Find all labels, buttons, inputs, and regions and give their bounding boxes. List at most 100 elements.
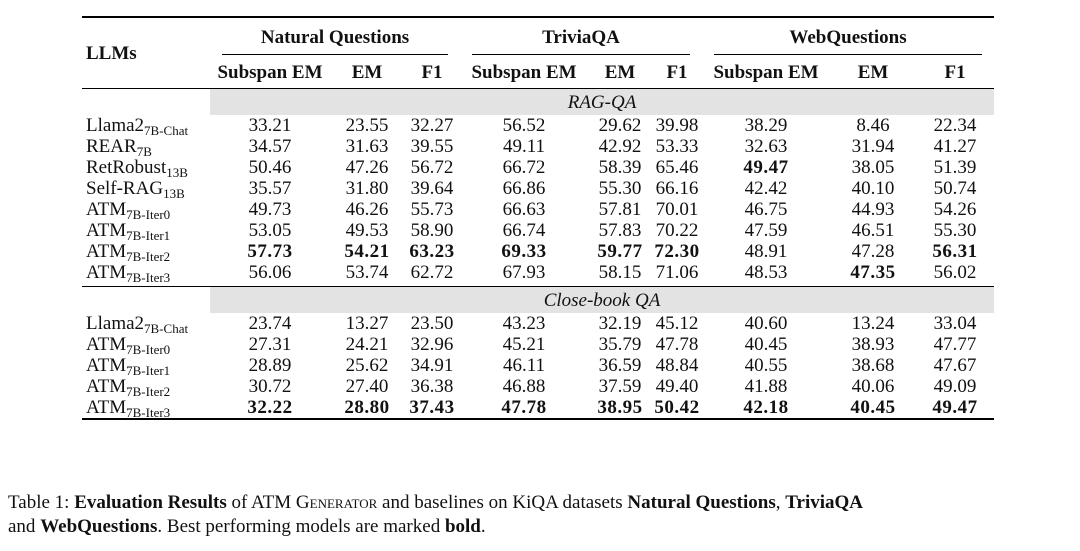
score-cell: 47.67 bbox=[933, 355, 977, 376]
table-row: ATM7B-Iter3 32.22 28.80 37.43 47.78 38.95 50.4… bbox=[82, 397, 995, 420]
score-cell: 66.72 bbox=[502, 157, 546, 178]
score-cell: 57.73 bbox=[247, 241, 293, 262]
score-cell: 45.21 bbox=[502, 334, 546, 355]
model-size: 7B-Iter3 bbox=[126, 405, 171, 420]
model-name: Llama2 bbox=[86, 313, 145, 334]
score-cell: 28.80 bbox=[330, 397, 404, 420]
score-cell: 32.63 bbox=[744, 136, 788, 157]
score-cell: 56.52 bbox=[502, 115, 546, 136]
score-cell: 43.23 bbox=[502, 313, 546, 334]
sub-header-row: Subspan EM EM F1 Subspan EM EM F1 Subspa… bbox=[82, 56, 994, 89]
score-cell: 28.89 bbox=[248, 355, 292, 376]
score-cell: 33.21 bbox=[248, 115, 292, 136]
score-cell: 45.12 bbox=[655, 313, 699, 334]
score-cell: 46.51 bbox=[851, 220, 895, 241]
model-name: ATM bbox=[86, 262, 127, 283]
model-name: ATM bbox=[86, 376, 127, 397]
caption-text: and bbox=[8, 516, 41, 537]
score-cell: 58.90 bbox=[410, 220, 454, 241]
score-cell: 47.59 bbox=[744, 220, 788, 241]
score-cell: 40.10 bbox=[851, 178, 895, 199]
score-cell: 59.77 bbox=[597, 241, 643, 262]
score-cell: 50.46 bbox=[248, 157, 292, 178]
score-cell: 50.42 bbox=[652, 397, 703, 420]
score-cell: 66.63 bbox=[502, 199, 546, 220]
model-size: 7B bbox=[136, 144, 152, 159]
score-cell: 40.60 bbox=[744, 313, 788, 334]
model-name: ATM bbox=[86, 334, 127, 355]
score-cell: 53.74 bbox=[345, 262, 389, 283]
score-cell: 53.05 bbox=[248, 220, 292, 241]
model-name: ATM bbox=[86, 199, 127, 220]
score-cell: 46.26 bbox=[345, 199, 389, 220]
score-cell: 49.47 bbox=[916, 397, 995, 420]
score-cell: 35.79 bbox=[598, 334, 642, 355]
score-cell: 48.53 bbox=[744, 262, 788, 283]
score-cell: 65.46 bbox=[655, 157, 699, 178]
table-row: Self-RAG13B 35.57 31.80 39.64 66.86 55.30 66.1… bbox=[82, 178, 994, 200]
score-cell: 35.57 bbox=[248, 178, 292, 199]
table-row: ATM7B-Iter0 49.73 46.26 55.73 66.63 57.81 70.0… bbox=[82, 199, 994, 222]
score-cell: 66.74 bbox=[502, 220, 546, 241]
model-size: 7B-Iter0 bbox=[126, 207, 171, 222]
table-row: ATM7B-Iter1 28.89 25.62 34.91 46.11 36.59 48.8… bbox=[82, 355, 994, 377]
score-cell: 42.42 bbox=[744, 178, 788, 199]
score-cell: 39.55 bbox=[410, 136, 454, 157]
model-size: 7B-Iter2 bbox=[126, 384, 171, 399]
score-cell: 47.28 bbox=[851, 241, 895, 262]
score-cell: 66.86 bbox=[502, 178, 546, 199]
model-name-cell: ATM7B-Iter2 bbox=[82, 376, 210, 399]
model-size: 7B-Iter1 bbox=[126, 228, 171, 243]
score-cell: 42.18 bbox=[702, 397, 831, 420]
score-cell: 50.74 bbox=[933, 178, 977, 199]
score-cell: 49.73 bbox=[248, 199, 292, 220]
score-cell: 32.19 bbox=[598, 313, 642, 334]
score-cell: 40.45 bbox=[830, 397, 917, 420]
section-title: Close-book QA bbox=[210, 286, 995, 313]
score-cell: 49.11 bbox=[502, 136, 546, 157]
model-name: ATM bbox=[86, 355, 127, 376]
group-header-row: LLMs Natural Questions TriviaQA WebQuest… bbox=[82, 17, 995, 63]
model-name-cell: ATM7B-Iter3 bbox=[82, 262, 210, 284]
score-cell: 25.62 bbox=[345, 355, 389, 376]
table-row: ATM7B-Iter2 57.73 54.21 63.23 69.33 59.77 72.3… bbox=[82, 241, 994, 263]
caption-text: . bbox=[480, 516, 486, 537]
sub-header: Subspan EM bbox=[217, 61, 323, 83]
score-cell: 49.47 bbox=[743, 157, 789, 178]
model-name-cell: ATM7B-Iter3 bbox=[82, 397, 210, 420]
caption-label: Table 1: bbox=[8, 492, 75, 513]
score-cell: 40.06 bbox=[851, 376, 895, 397]
results-table-body: RAG-QA Llama27B-Chat 33.21 23.55 32.27 56.52 2… bbox=[82, 88, 995, 420]
score-cell: 51.39 bbox=[933, 157, 977, 178]
score-cell: 27.40 bbox=[345, 376, 389, 397]
sub-header: EM bbox=[857, 61, 889, 83]
score-cell: 30.72 bbox=[248, 376, 292, 397]
results-table-container: LLMs Natural Questions TriviaQA WebQuest… bbox=[82, 16, 995, 420]
score-cell: 29.62 bbox=[598, 115, 642, 136]
model-name-cell: Llama27B-Chat bbox=[82, 313, 210, 335]
score-cell: 56.02 bbox=[933, 262, 977, 283]
score-cell: 49.53 bbox=[345, 220, 389, 241]
score-cell: 57.83 bbox=[598, 220, 642, 241]
model-name-cell: ATM7B-Iter1 bbox=[82, 355, 210, 377]
section-title: RAG-QA bbox=[210, 88, 995, 115]
score-cell: 54.26 bbox=[933, 199, 977, 220]
score-cell: 67.93 bbox=[502, 262, 546, 283]
score-cell: 58.15 bbox=[598, 262, 642, 283]
score-cell: 24.21 bbox=[345, 334, 389, 355]
score-cell: 72.30 bbox=[654, 241, 700, 262]
group-label: TriviaQA bbox=[542, 26, 620, 48]
table-row: ATM7B-Iter3 56.06 53.74 62.72 67.93 58.15 71.0… bbox=[82, 262, 994, 284]
sub-header: F1 bbox=[421, 61, 443, 83]
score-cell: 47.26 bbox=[345, 157, 389, 178]
score-cell: 70.01 bbox=[655, 199, 699, 220]
score-cell: 46.11 bbox=[502, 355, 546, 376]
score-cell: 39.98 bbox=[655, 115, 699, 136]
table-row: RetRobust13B 50.46 47.26 56.72 66.72 58.39 65.… bbox=[82, 157, 994, 179]
score-cell: 40.45 bbox=[744, 334, 788, 355]
sub-header: EM bbox=[604, 61, 636, 83]
score-cell: 27.31 bbox=[248, 334, 292, 355]
section-blank-cell bbox=[82, 287, 210, 314]
sub-header: Subspan EM bbox=[471, 61, 577, 83]
score-cell: 22.34 bbox=[933, 115, 977, 136]
